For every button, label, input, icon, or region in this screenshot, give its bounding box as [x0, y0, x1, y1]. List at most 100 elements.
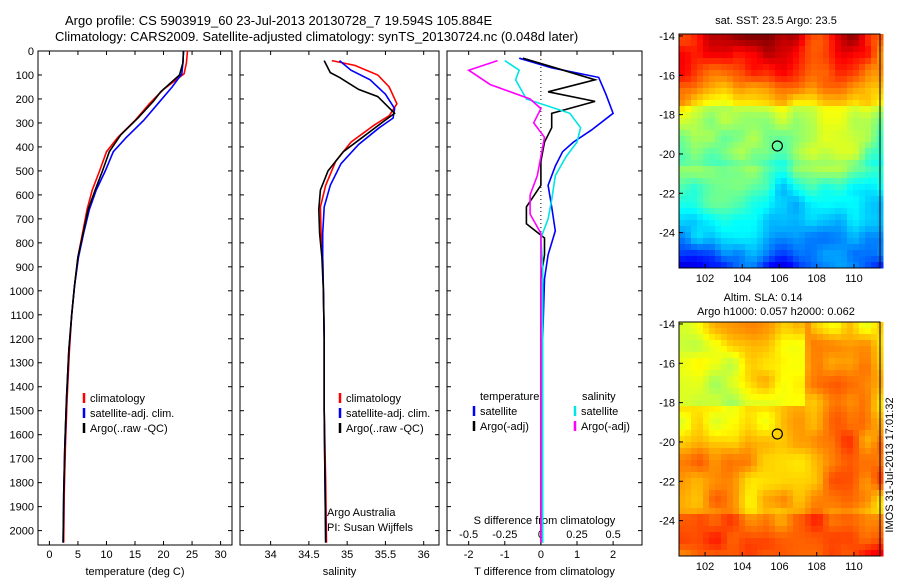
- depth-tick-label: 1400: [10, 382, 34, 394]
- salinity-xtick-label: 36: [418, 549, 430, 561]
- sla-map-ytick-label: -20: [659, 437, 675, 449]
- series-satellite-adj-clim-: [62, 50, 185, 543]
- depth-tick-label: 200: [16, 94, 34, 106]
- depth-tick-label: 1100: [10, 310, 34, 322]
- salinity-legend-item: satellite-adj. clim.: [346, 408, 430, 420]
- temperature-panel-frame: [37, 50, 233, 546]
- sla-map-cells: [679, 322, 884, 557]
- sst-map-title: sat. SST: 23.5 Argo: 23.5: [715, 15, 837, 27]
- sla-map-ytick-label: -22: [659, 476, 675, 488]
- salinity-xtick-label: 34: [264, 549, 276, 561]
- sst-map-cells: [679, 34, 884, 269]
- difference-panel-frame: [446, 50, 643, 546]
- sst-map-ytick-label: -20: [659, 149, 675, 161]
- temperature-xtick-label: 15: [129, 549, 141, 561]
- temperature-xtick-label: 25: [186, 549, 198, 561]
- legend-temperature-argo: Argo(-adj): [480, 421, 529, 433]
- sst-map-xtick-label: 102: [696, 273, 714, 285]
- depth-tick-label: 1600: [10, 430, 34, 442]
- depth-tick-label: 500: [16, 166, 34, 178]
- salinity-legend-item: climatology: [346, 393, 402, 405]
- title-line-1: Argo profile: CS 5903919_60 23-Jul-2013 …: [65, 13, 493, 28]
- imos-timestamp: IMOS 31-Jul-2013 17:01:32: [884, 397, 896, 532]
- temperature-legend-item: satellite-adj. clim.: [90, 408, 174, 420]
- temperature-xtick-label: 10: [100, 549, 112, 561]
- depth-tick-label: 900: [16, 262, 34, 274]
- legend-temperature-heading: temperature: [480, 391, 539, 403]
- salinity-xtick-label: 35.5: [375, 549, 396, 561]
- sla-map-title-1: Altim. SLA: 0.14: [724, 292, 803, 304]
- temperature-xtick-label: 0: [46, 549, 52, 561]
- sst-map-ytick-label: -22: [659, 188, 675, 200]
- depth-tick-label: 800: [16, 238, 34, 250]
- depth-tick-label: 0: [28, 46, 34, 58]
- difference-s-xlabel: S difference from climatology: [474, 515, 616, 527]
- difference-s-tick-label: -0.5: [459, 529, 478, 541]
- sst-map-xtick-label: 110: [845, 273, 863, 285]
- depth-tick-label: 400: [16, 142, 34, 154]
- sla-map-xtick-label: 110: [845, 561, 863, 573]
- depth-tick-label: 1200: [10, 334, 34, 346]
- series-climatology: [62, 50, 189, 543]
- depth-tick-label: 1700: [10, 454, 34, 466]
- salinity-annotation-line2: PI: Susan Wijffels: [327, 522, 413, 534]
- temperature-legend-item: Argo(..raw -QC): [90, 423, 168, 435]
- salinity-xtick-label: 35: [341, 549, 353, 561]
- difference-t-xlabel: T difference from climatology: [474, 566, 615, 578]
- depth-tick-label: 2000: [10, 526, 34, 538]
- legend-salinity-satellite: satellite: [581, 406, 618, 418]
- salinity-xlabel: salinity: [323, 566, 357, 578]
- difference-s-tick-label: 0.25: [566, 529, 587, 541]
- salinity-xtick-label: 34.5: [298, 549, 319, 561]
- sla-map-ytick-label: -16: [659, 358, 675, 370]
- series-argo-raw-qc-: [317, 60, 396, 543]
- title-line-2: Climatology: CARS2009. Satellite-adjuste…: [55, 29, 579, 44]
- depth-tick-label: 700: [16, 214, 34, 226]
- difference-s-tick-label: -0.25: [492, 529, 517, 541]
- series-climatology: [319, 59, 398, 543]
- salinity-legend-item: Argo(..raw -QC): [346, 423, 424, 435]
- sst-map-xtick-label: 106: [770, 273, 788, 285]
- difference-s-tick-label: 0.5: [605, 529, 620, 541]
- sst-map-xtick-label: 104: [733, 273, 751, 285]
- depth-tick-label: 1000: [10, 286, 34, 298]
- series-temperature-argo-adj-: [522, 57, 599, 543]
- sst-map-ytick-label: -18: [659, 110, 675, 122]
- sst-map-xtick-label: 108: [808, 273, 826, 285]
- sst-map-argo-marker: [771, 140, 783, 152]
- series-salinity-satellite: [504, 59, 582, 543]
- legend-salinity-argo: Argo(-adj): [581, 421, 630, 433]
- difference-xtick-label: 0: [538, 549, 544, 561]
- temperature-xtick-label: 20: [157, 549, 169, 561]
- sla-map-ytick-label: -24: [659, 516, 675, 528]
- depth-tick-label: 300: [16, 118, 34, 130]
- difference-xtick-label: -2: [464, 549, 474, 561]
- sla-map-ytick-label: -14: [659, 319, 675, 331]
- sla-map-ytick-label: -18: [659, 398, 675, 410]
- salinity-panel-frame: [239, 50, 440, 546]
- sla-map-xtick-label: 104: [733, 561, 751, 573]
- sst-map-ytick-label: -16: [659, 70, 675, 82]
- legend-salinity-heading: salinity: [582, 391, 616, 403]
- sla-map-argo-marker: [771, 428, 783, 440]
- salinity-annotation-line1: Argo Australia: [327, 507, 396, 519]
- sla-map-xtick-label: 106: [770, 561, 788, 573]
- sla-map-xtick-label: 108: [808, 561, 826, 573]
- series-satellite-adj-clim-: [321, 59, 396, 543]
- difference-xtick-label: 2: [610, 549, 616, 561]
- series-temperature-satellite: [518, 57, 615, 543]
- depth-tick-label: 100: [16, 70, 34, 82]
- series-argo-raw-qc-: [62, 50, 185, 543]
- temperature-legend-item: climatology: [90, 393, 146, 405]
- sla-map-xtick-label: 102: [696, 561, 714, 573]
- sst-map-ytick-label: -24: [659, 228, 675, 240]
- difference-xtick-label: 1: [574, 549, 580, 561]
- depth-tick-label: 600: [16, 190, 34, 202]
- sst-map-ytick-label: -14: [659, 31, 675, 43]
- depth-tick-label: 1800: [10, 478, 34, 490]
- difference-xtick-label: -1: [500, 549, 510, 561]
- temperature-xtick-label: 30: [214, 549, 226, 561]
- legend-temperature-satellite: satellite: [480, 406, 517, 418]
- depth-tick-label: 1500: [10, 406, 34, 418]
